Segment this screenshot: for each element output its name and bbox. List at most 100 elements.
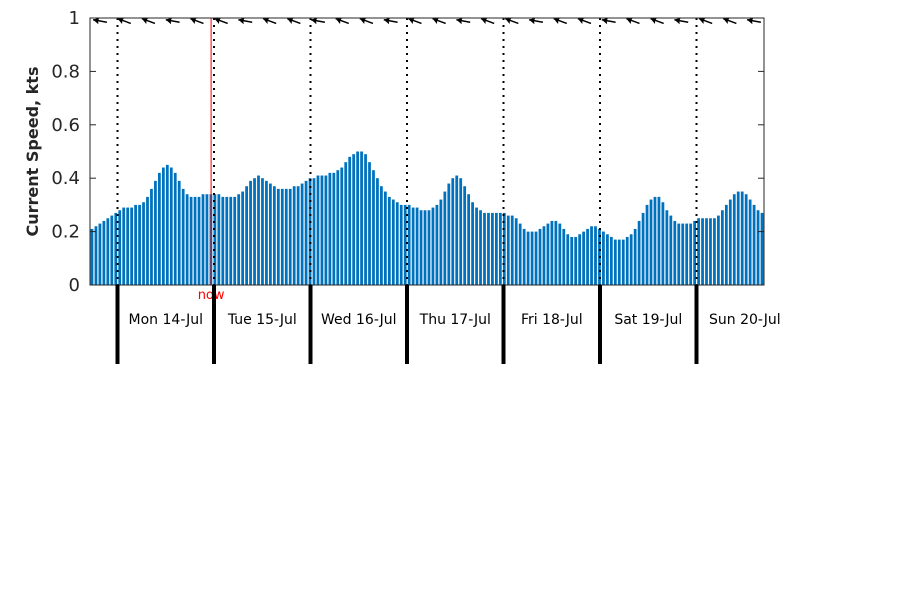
bar [487,212,490,285]
bar [217,194,221,285]
bar [633,228,637,285]
bar [463,186,467,285]
bar [308,178,312,285]
arrow-head [456,17,463,25]
arrow-head [287,17,295,24]
direction-arrow [650,17,664,25]
arrow-head [141,17,149,24]
arrow-head [311,17,318,25]
y-tick-label: 0 [69,275,80,296]
bar [625,236,629,285]
bar [395,202,399,285]
bar [760,212,764,285]
bar [201,194,205,285]
bar [253,178,256,285]
bar [653,196,657,285]
bar [538,228,542,285]
bar [756,210,760,285]
bar [709,218,712,285]
bar [197,196,201,285]
bar [360,151,363,285]
direction-arrow [286,17,301,25]
bar [558,223,562,285]
bar [150,188,153,285]
direction-arrow [746,17,762,25]
direction-arrow [359,17,374,25]
bar [566,234,570,285]
bar [292,186,296,285]
direction-arrow [601,17,616,25]
bar [705,218,708,285]
bar [483,212,486,285]
arrow-head [432,17,440,24]
day-label: Fri 18-Jul [521,312,583,328]
bar [562,228,566,285]
bar [193,196,197,285]
bar [673,220,677,285]
bar [455,175,459,285]
bar [288,188,292,285]
day-label: Tue 15-Jul [227,312,297,328]
bar [736,191,740,285]
bar-series [90,151,764,285]
direction-arrows [92,17,762,25]
bar [213,194,217,285]
y-tick-label: 0.6 [51,115,80,136]
direction-arrow [674,17,689,25]
arrow-head [650,17,658,24]
bar [328,172,332,285]
direction-arrow [432,17,446,25]
direction-arrow [722,17,737,25]
y-axis-label: Current Speed, kts [23,67,42,237]
bar [257,175,260,285]
direction-arrow [408,17,422,25]
bar [336,170,340,285]
bar [510,215,514,285]
bar [380,186,383,285]
bar [681,223,685,285]
bar [154,180,157,285]
arrow-head [747,17,754,25]
arrow-head [383,17,391,25]
bar [728,199,732,285]
bar [550,220,554,285]
direction-arrow [626,17,640,25]
bar [356,151,360,285]
bar [269,183,272,285]
arrow-head [165,17,173,25]
bar [364,154,367,285]
bar [387,196,391,285]
bar [744,194,748,285]
bar [146,196,149,285]
bar [661,202,665,285]
bar [419,210,423,285]
bar [530,231,534,285]
bar [324,175,328,285]
y-tick-label: 0.8 [51,61,80,82]
direction-arrow [117,17,132,25]
bar [177,180,181,285]
direction-arrow [262,17,277,25]
bar [352,154,356,285]
bar [391,199,395,285]
bar [372,170,375,285]
bar [740,191,744,285]
bar [173,172,177,285]
bar [594,226,597,285]
bar [471,202,474,285]
bar [304,180,308,285]
bar [522,228,526,285]
direction-arrow [528,17,544,25]
bar [685,223,689,285]
arrow-head [190,17,198,24]
direction-arrow [190,17,204,25]
bar [435,204,439,285]
arrow-head [238,17,245,25]
bar [586,228,589,285]
bar [657,196,661,285]
bar [514,218,518,285]
arrow-head [481,17,488,24]
bar [233,196,237,285]
bar [276,188,280,285]
bar [142,202,145,285]
